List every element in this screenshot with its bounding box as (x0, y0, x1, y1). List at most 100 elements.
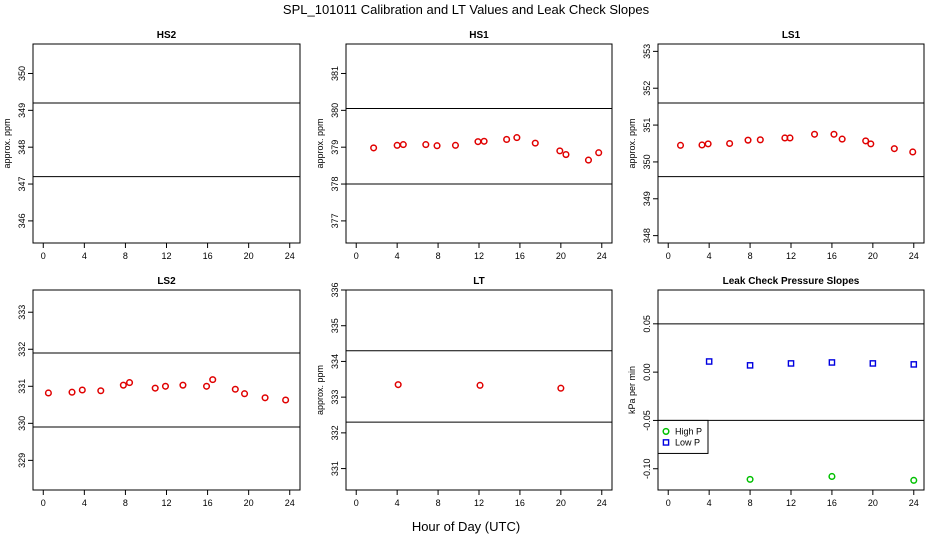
data-point (704, 140, 712, 148)
data-point (746, 475, 754, 483)
y-tick-label: 349 (17, 103, 27, 118)
plot-frame (657, 43, 925, 244)
data-point (393, 141, 401, 149)
panel-lt: LT 0 4 8 12 16 20 24 331 332 333 334 335 336 approx. p… (315, 276, 613, 508)
data-point (503, 135, 511, 143)
y-tick-label: 378 (330, 177, 340, 192)
data-point (890, 145, 898, 153)
figure-title: SPL_101011 Calibration and LT Values and… (283, 2, 650, 17)
data-point (476, 381, 484, 389)
x-tick-label: 16 (827, 251, 837, 261)
x-tick-label: 20 (244, 498, 254, 508)
y-tick-label: 349 (642, 191, 652, 206)
y-tick-label: 351 (642, 118, 652, 133)
x-tick-label: 4 (707, 251, 712, 261)
data-point (44, 389, 52, 397)
y-tick-label: 380 (330, 103, 340, 118)
data-point (240, 390, 249, 398)
data-point (830, 130, 838, 138)
data-point (828, 359, 836, 366)
x-tick-label: 0 (354, 251, 359, 261)
data-point (838, 135, 846, 143)
data-point (909, 148, 917, 156)
y-axis-label: approx. ppm (2, 118, 12, 168)
x-tick-label: 16 (203, 498, 213, 508)
x-axis-label: Hour of Day (UTC) (412, 519, 520, 534)
x-tick-label: 16 (515, 251, 525, 261)
data-point (786, 134, 794, 142)
x-tick-label: 24 (909, 251, 919, 261)
y-tick-label: 335 (330, 318, 340, 333)
panel-title: HS2 (157, 30, 177, 41)
x-tick-label: 12 (161, 498, 171, 508)
x-tick-label: 16 (515, 498, 525, 508)
y-axis-label: approx. ppm (627, 118, 637, 168)
x-tick-label: 12 (474, 498, 484, 508)
x-tick-label: 20 (868, 251, 878, 261)
data-point (557, 384, 565, 392)
x-tick-label: 16 (827, 498, 837, 508)
data-point (179, 381, 187, 389)
x-tick-label: 8 (436, 251, 441, 261)
panel-title: LS1 (782, 30, 801, 41)
y-tick-label: 333 (17, 305, 27, 320)
x-tick-label: 0 (666, 251, 671, 261)
x-tick-label: 0 (41, 251, 46, 261)
legend-box (657, 419, 709, 454)
data-point (68, 388, 76, 396)
plot-frame (657, 289, 925, 491)
y-tick-label: 347 (17, 177, 27, 192)
data-point (209, 376, 217, 384)
data-point (119, 381, 127, 389)
data-point (867, 140, 875, 148)
data-point (231, 385, 239, 393)
x-tick-label: 24 (909, 498, 919, 508)
x-tick-label: 8 (123, 498, 128, 508)
data-point (910, 476, 918, 484)
data-point (705, 358, 713, 365)
legend-label: Low P (675, 437, 700, 447)
data-point (125, 379, 134, 387)
data-point (584, 156, 593, 164)
x-tick-label: 20 (556, 498, 566, 508)
y-axis-label: kPa per min (627, 366, 637, 414)
data-point (433, 142, 441, 150)
y-tick-label: 329 (17, 453, 27, 468)
y-tick-label: -0.05 (642, 410, 652, 431)
y-tick-label: 377 (330, 213, 340, 228)
y-tick-label: -0.10 (642, 458, 652, 479)
data-point (451, 141, 460, 149)
panel-hs2: HS2 0 4 8 12 16 20 24 346 347 348 349 350 approx. ppm (2, 30, 301, 261)
y-tick-label: 348 (642, 228, 652, 243)
data-point (828, 472, 836, 481)
x-tick-label: 24 (285, 251, 295, 261)
panel-ls2: LS2 0 4 8 12 16 20 24 329 330 331 332 333 (17, 276, 301, 508)
x-tick-label: 4 (82, 498, 87, 508)
panel-title: Leak Check Pressure Slopes (723, 276, 860, 287)
x-tick-label: 20 (556, 251, 566, 261)
data-point (161, 382, 170, 390)
y-tick-label: 352 (642, 81, 652, 96)
x-tick-label: 20 (244, 251, 254, 261)
data-point (513, 134, 521, 142)
data-point (595, 149, 603, 157)
panel-leak-check-pressure-slopes: Leak Check Pressure Slopes 0 4 8 12 16 20 24 -0.… (627, 276, 925, 508)
y-tick-label: 0.00 (642, 363, 652, 381)
y-tick-label: 350 (17, 66, 27, 81)
data-point (698, 141, 706, 149)
data-point (744, 136, 752, 144)
y-tick-label: 332 (330, 425, 340, 440)
x-tick-label: 24 (597, 498, 607, 508)
legend-marker (662, 439, 670, 446)
x-tick-label: 12 (161, 251, 171, 261)
y-tick-label: 331 (17, 379, 27, 394)
x-tick-label: 24 (285, 498, 295, 508)
y-tick-label: 334 (330, 354, 340, 369)
x-tick-label: 12 (786, 251, 796, 261)
data-point (810, 130, 819, 138)
panels: HS2 0 4 8 12 16 20 24 346 347 348 349 350 approx. ppm… (2, 30, 925, 508)
data-point (370, 144, 378, 152)
data-point (474, 138, 482, 146)
